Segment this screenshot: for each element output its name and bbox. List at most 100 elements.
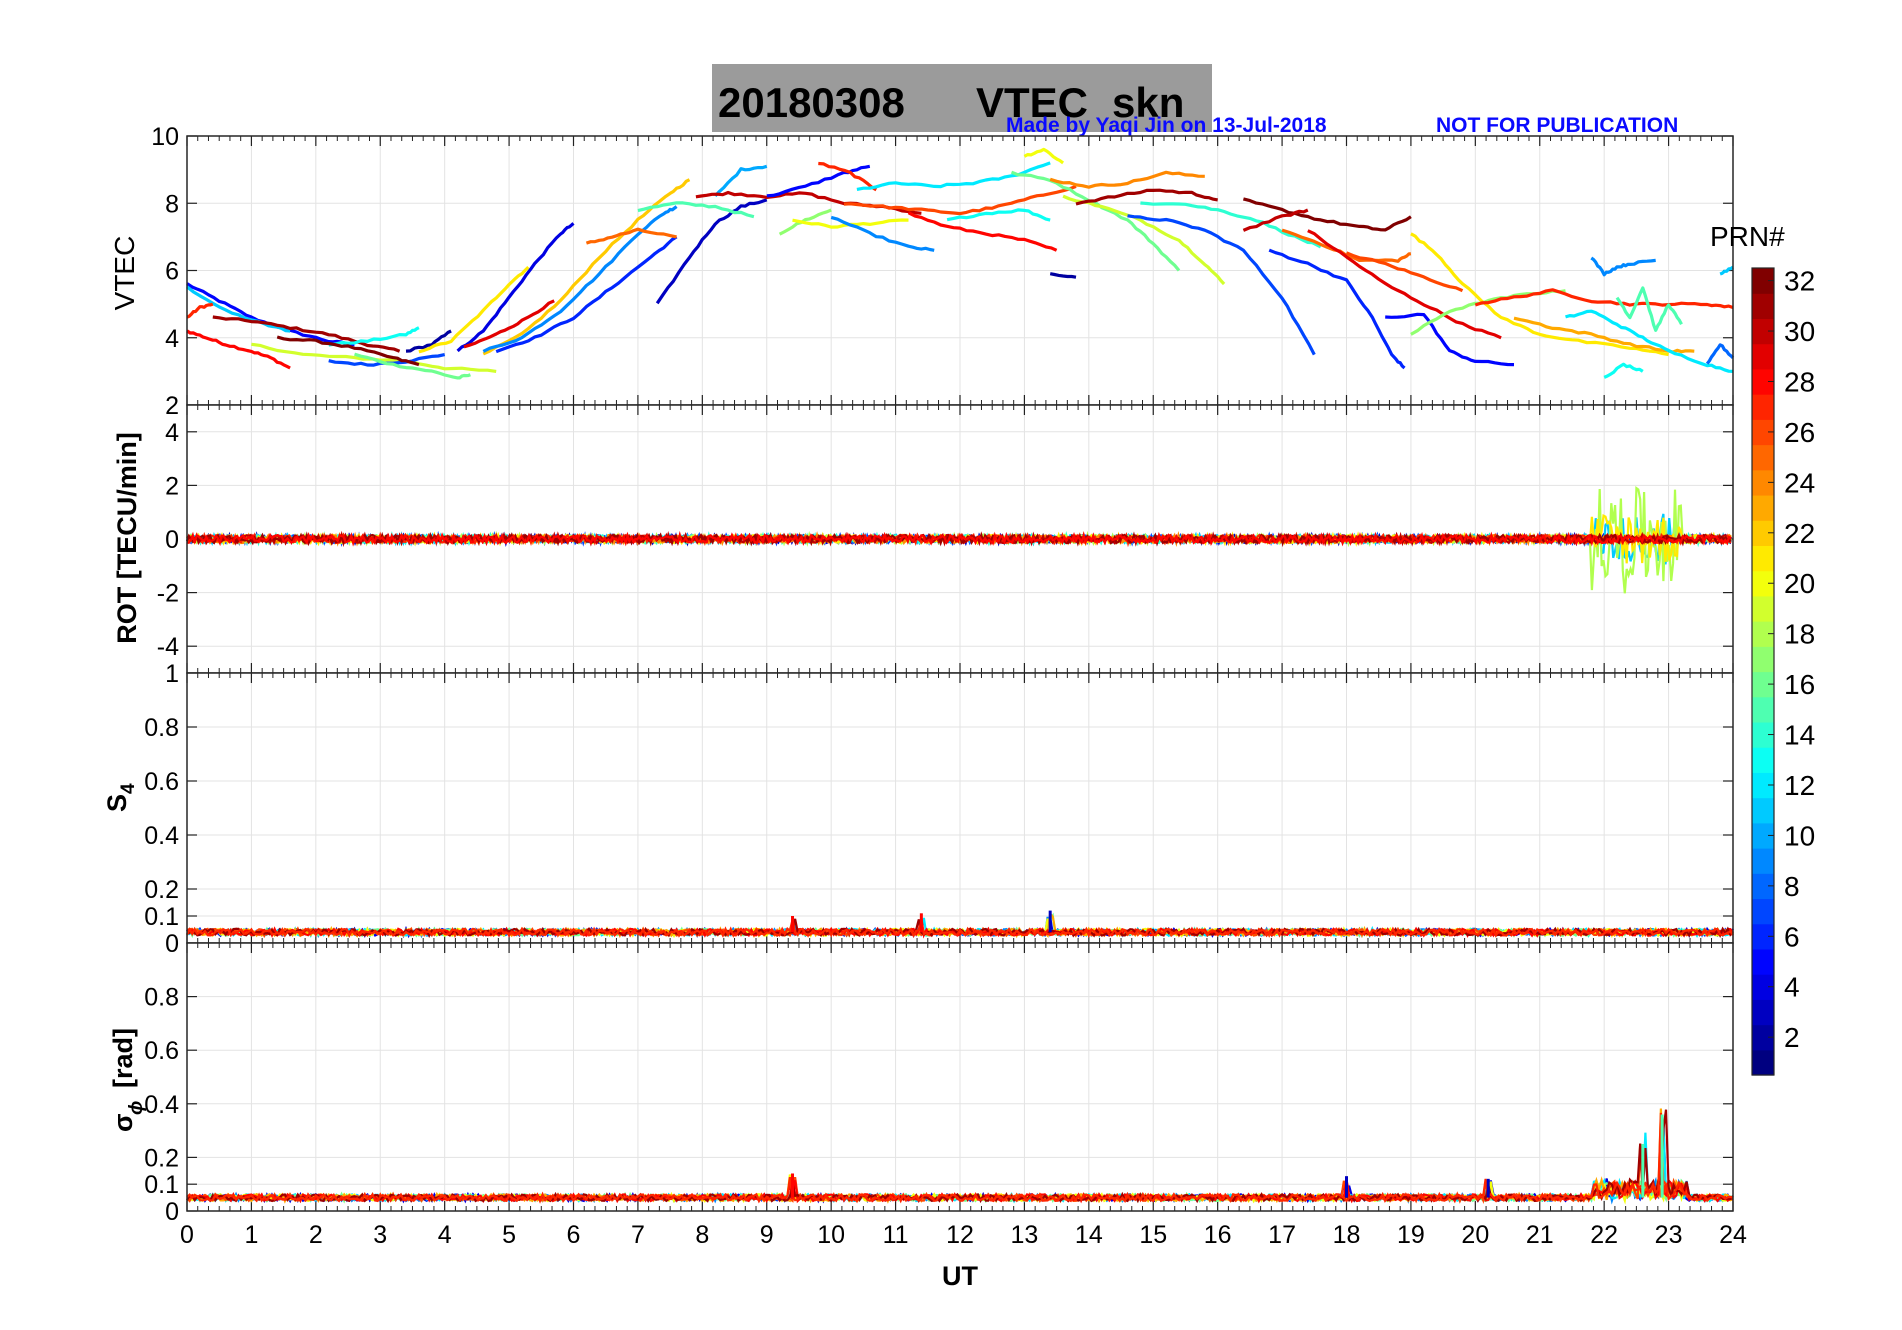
vtec-series-prn-27 bbox=[818, 161, 878, 192]
colorbar-border bbox=[1751, 267, 1775, 1076]
colorbar-label: PRN# bbox=[1710, 221, 1785, 252]
colorbar-tick-label: 28 bbox=[1784, 366, 1815, 397]
sigma-phi-ylabel-unit: [rad] bbox=[108, 1028, 138, 1088]
colorbar-segment bbox=[1752, 797, 1774, 824]
x-tick-label: 18 bbox=[1333, 1221, 1361, 1249]
vtec-series-prn-11 bbox=[1719, 265, 1734, 276]
vtec-ytick-label: 8 bbox=[165, 190, 179, 218]
vtec-ytick-label: 6 bbox=[165, 258, 179, 286]
sigma_phi-ytick-label: 0.6 bbox=[144, 1037, 179, 1065]
rot-ylabel: ROT [TECU/min] bbox=[112, 432, 142, 643]
colorbar-tick-label: 16 bbox=[1784, 669, 1815, 700]
x-tick-label: 6 bbox=[567, 1221, 581, 1249]
s4-ytick-label: 0.8 bbox=[144, 714, 179, 742]
colorbar-tick-label: 30 bbox=[1784, 316, 1815, 347]
sigma-phi-ylabel-main: σ bbox=[108, 1114, 138, 1132]
colorbar-segment bbox=[1752, 621, 1774, 647]
vtec-series-prn-32 bbox=[1242, 197, 1412, 232]
vtec-series-prn-24 bbox=[1049, 170, 1205, 189]
x-tick-label: 8 bbox=[695, 1221, 709, 1249]
colorbar-tick-label: 18 bbox=[1784, 619, 1815, 650]
x-tick-label: 10 bbox=[817, 1221, 845, 1249]
colorbar-tick-label: 2 bbox=[1784, 1022, 1800, 1053]
colorbar-tick-label: 20 bbox=[1784, 568, 1815, 599]
s4-ytick-label: 1 bbox=[165, 660, 179, 688]
vtec-ylabel: VTEC bbox=[109, 236, 140, 311]
sigma_phi-ytick-label: 0.1 bbox=[144, 1171, 179, 1199]
vtec-series-prn-14 bbox=[1140, 201, 1322, 249]
vtec-series-prn-9 bbox=[482, 205, 678, 353]
colorbar-segment bbox=[1752, 343, 1774, 370]
title-box bbox=[712, 64, 1212, 132]
x-tick-label: 17 bbox=[1268, 1221, 1296, 1249]
vtec-series-prn-25 bbox=[1281, 228, 1412, 263]
vtec-series-prn-16 bbox=[354, 352, 471, 380]
vtec-series-prn-29 bbox=[463, 299, 555, 349]
x-tick-label: 23 bbox=[1655, 1221, 1683, 1249]
colorbar-tick-label: 6 bbox=[1784, 921, 1800, 952]
x-axis-label: UT bbox=[942, 1261, 978, 1291]
x-tick-label: 24 bbox=[1719, 1221, 1747, 1249]
vtec-series-prn-8 bbox=[1705, 343, 1735, 365]
credit-text: Made by Yaqi Jin on 13-Jul-2018 bbox=[1006, 114, 1327, 137]
colorbar-segment bbox=[1752, 595, 1774, 622]
vtec-series-prn-29 bbox=[1307, 229, 1502, 340]
vtec-series-prn-27 bbox=[186, 302, 214, 319]
colorbar-segment bbox=[1752, 1024, 1774, 1051]
colorbar-tick-label: 12 bbox=[1784, 770, 1815, 801]
sigma_phi-ytick-label: 0.4 bbox=[144, 1091, 179, 1119]
s4-ytick-label: 0.4 bbox=[144, 822, 179, 850]
vtec-series-prn-2 bbox=[405, 329, 452, 353]
vtec-series-prn-25 bbox=[585, 227, 677, 245]
colorbar-segment bbox=[1752, 848, 1774, 874]
title-date: 20180308 bbox=[718, 79, 905, 126]
colorbar-tick-label: 4 bbox=[1784, 972, 1800, 1003]
s4-ytick-label: 0.1 bbox=[144, 903, 179, 931]
s4-ylabel-main: S bbox=[102, 794, 132, 812]
sigma_phi-ytick-label: 0.8 bbox=[144, 984, 179, 1012]
sigma-phi-panel: 00.10.20.40.60.80 1 2 3 4 5 6 7 8 9 10 11 12 13 14 15 16… bbox=[144, 942, 1747, 1249]
x-tick-label: 2 bbox=[309, 1221, 323, 1249]
colorbar-segment bbox=[1752, 646, 1774, 673]
rot-ytick-label: 4 bbox=[165, 419, 179, 447]
sigma-phi-ylabel-sub: ϕ bbox=[126, 1101, 147, 1115]
vtec-series-prn-30 bbox=[1242, 208, 1309, 232]
colorbar-segment bbox=[1752, 999, 1774, 1026]
colorbar-segment bbox=[1752, 268, 1774, 294]
colorbar-tick-label: 22 bbox=[1784, 518, 1815, 549]
s4-ytick-label: 0.2 bbox=[144, 876, 179, 904]
vtec-series-prn-26 bbox=[1345, 251, 1464, 293]
x-tick-label: 7 bbox=[631, 1221, 645, 1249]
x-tick-label: 20 bbox=[1461, 1221, 1489, 1249]
vtec-series-prn-20 bbox=[1023, 147, 1065, 165]
vtec-ytick-label: 10 bbox=[151, 123, 179, 151]
vtec-series-prn-13 bbox=[328, 326, 420, 347]
vtec-series-prn-5 bbox=[766, 164, 871, 198]
rot-panel: -4 -2 0 2 4 bbox=[157, 404, 1734, 674]
vtec-series-prn-6 bbox=[1268, 248, 1406, 370]
colorbar-segment bbox=[1752, 696, 1774, 723]
rot-ytick-label: -2 bbox=[157, 580, 179, 608]
rot-ytick-label: -4 bbox=[157, 633, 179, 661]
colorbar-segment bbox=[1752, 520, 1774, 547]
vtec-series-prn-11 bbox=[185, 285, 291, 333]
x-tick-label: 13 bbox=[1011, 1221, 1039, 1249]
vtec-series-prn-6 bbox=[495, 235, 678, 354]
vtec-series-prn-2 bbox=[1049, 272, 1077, 279]
x-tick-label: 9 bbox=[760, 1221, 774, 1249]
notice-text: NOT FOR PUBLICATION bbox=[1436, 114, 1678, 137]
colorbar-segment bbox=[1752, 721, 1774, 748]
sigma-phi-ylabel: σ ϕ [rad] bbox=[108, 1028, 147, 1132]
colorbar-segment bbox=[1752, 1049, 1774, 1076]
rot-ytick-label: 2 bbox=[165, 472, 179, 500]
sigma_phi-ytick-label: 0.2 bbox=[144, 1144, 179, 1172]
vtec-series-prn-13 bbox=[1603, 362, 1644, 379]
colorbar-tick-label: 24 bbox=[1784, 467, 1815, 498]
sigma_phi-axes-box bbox=[186, 942, 1734, 1212]
s4-ylabel-sub: 4 bbox=[118, 783, 139, 794]
colorbar-segment bbox=[1752, 898, 1774, 925]
colorbar-tick-label: 8 bbox=[1784, 871, 1800, 902]
vtec-series-prn-32 bbox=[276, 335, 420, 367]
vtec-series-prn-21 bbox=[1410, 232, 1669, 357]
